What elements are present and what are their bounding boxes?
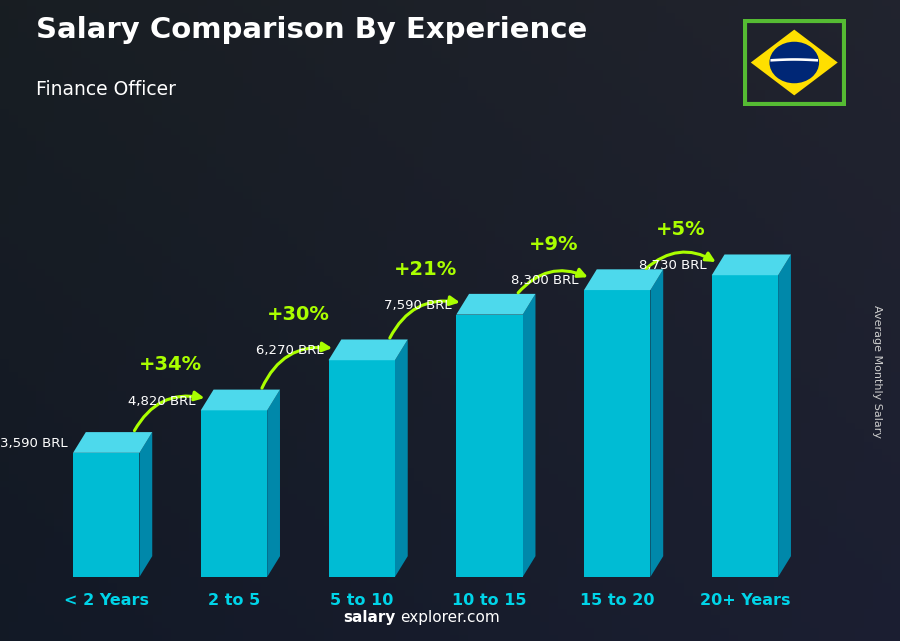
Text: +9%: +9%	[528, 235, 578, 254]
Polygon shape	[267, 390, 280, 577]
Bar	[201, 410, 267, 577]
Polygon shape	[770, 58, 818, 62]
Polygon shape	[328, 340, 408, 360]
Text: +30%: +30%	[266, 305, 329, 324]
Text: 7,590 BRL: 7,590 BRL	[383, 299, 451, 312]
Polygon shape	[751, 29, 838, 96]
Polygon shape	[651, 269, 663, 577]
Text: Average Monthly Salary: Average Monthly Salary	[872, 305, 883, 438]
Text: 4,820 BRL: 4,820 BRL	[128, 395, 195, 408]
Text: explorer.com: explorer.com	[400, 610, 500, 625]
Bar	[584, 290, 651, 577]
Text: 6,270 BRL: 6,270 BRL	[256, 344, 323, 358]
Text: +34%: +34%	[139, 355, 202, 374]
Polygon shape	[73, 432, 152, 453]
Text: Salary Comparison By Experience: Salary Comparison By Experience	[36, 16, 587, 44]
Text: Finance Officer: Finance Officer	[36, 80, 176, 99]
Text: 3,590 BRL: 3,590 BRL	[0, 437, 68, 450]
Text: +21%: +21%	[394, 260, 457, 279]
Text: 8,300 BRL: 8,300 BRL	[511, 274, 579, 287]
Bar	[328, 360, 395, 577]
Bar	[73, 453, 140, 577]
Polygon shape	[584, 269, 663, 290]
Bar	[456, 315, 523, 577]
Polygon shape	[395, 340, 408, 577]
Text: 8,730 BRL: 8,730 BRL	[639, 260, 706, 272]
Text: salary: salary	[344, 610, 396, 625]
Polygon shape	[201, 390, 280, 410]
Polygon shape	[456, 294, 536, 315]
Text: +5%: +5%	[656, 221, 706, 239]
Circle shape	[770, 42, 819, 83]
Polygon shape	[140, 432, 152, 577]
Polygon shape	[778, 254, 791, 577]
Polygon shape	[712, 254, 791, 275]
Polygon shape	[523, 294, 536, 577]
Bar	[712, 275, 778, 577]
